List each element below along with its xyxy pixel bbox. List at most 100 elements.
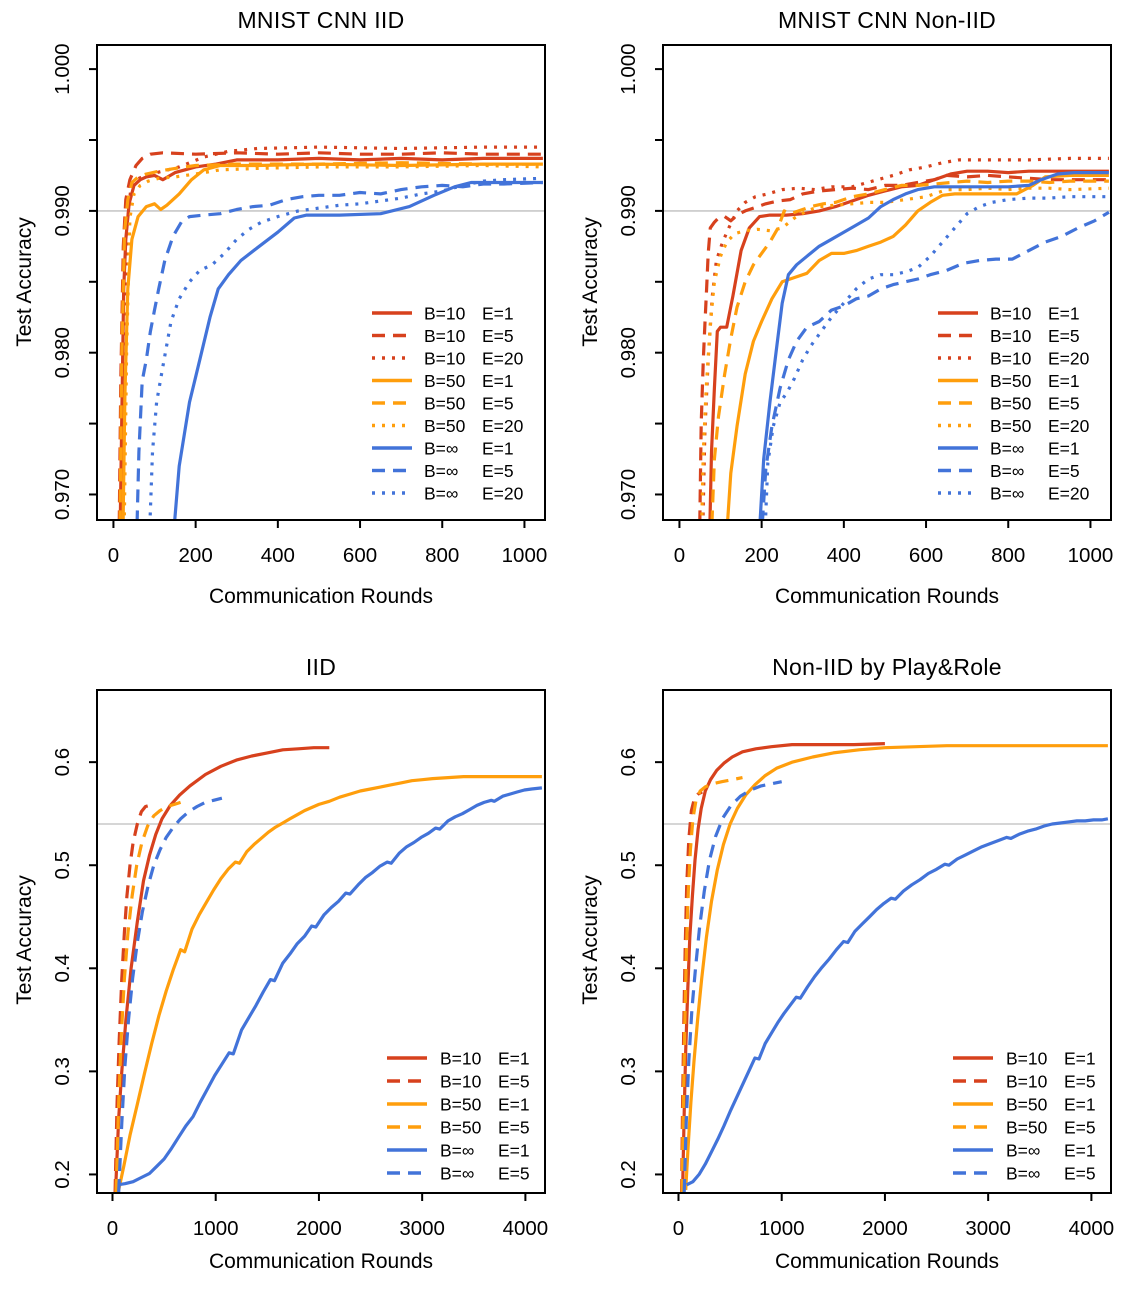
legend-label-epochs: E=20 bbox=[1048, 484, 1090, 504]
legend-label-batch: B=10 bbox=[1006, 1049, 1048, 1069]
legend-label-batch: B=∞ bbox=[990, 461, 1024, 481]
legend: B=10 E=1 B=10 E=5 B=50 E=1 B=50 E=5 B=∞ E=1 B=∞ E=5 bbox=[953, 1049, 1096, 1184]
legend-label-batch: B=∞ bbox=[440, 1141, 474, 1161]
series-line-b-inf-e-1 bbox=[685, 817, 1109, 1187]
x-tick-label: 600 bbox=[343, 544, 377, 567]
series-line-b-50-e-1 bbox=[121, 162, 543, 520]
legend-label-epochs: E=5 bbox=[498, 1118, 530, 1138]
legend-label-epochs: E=5 bbox=[482, 326, 514, 346]
x-tick-label: 0 bbox=[673, 1217, 684, 1240]
y-tick-label: 0.2 bbox=[617, 1160, 640, 1189]
legend-label-epochs: E=5 bbox=[1048, 326, 1080, 346]
legend-label-epochs: E=1 bbox=[498, 1141, 530, 1161]
legend-label-batch: B=∞ bbox=[990, 484, 1024, 504]
series-line-b-50-e-5 bbox=[710, 179, 1109, 520]
legend-label-epochs: E=1 bbox=[498, 1095, 530, 1115]
series-group bbox=[117, 145, 543, 520]
y-tick-label: 0.970 bbox=[51, 469, 74, 520]
series-line-b-10-e-5 bbox=[698, 173, 1109, 520]
x-tick-label: 4000 bbox=[1069, 1217, 1115, 1240]
legend: B=10 E=1 B=10 E=5 B=10 E=20 B=50 E=1 B=50 E=5 B=50… bbox=[372, 304, 524, 504]
x-tick-label: 0 bbox=[108, 544, 119, 567]
legend-label-batch: B=∞ bbox=[1006, 1141, 1040, 1161]
series-line-b-inf-e-1 bbox=[117, 786, 543, 1187]
legend-label-batch: B=10 bbox=[990, 349, 1032, 369]
series-line-b-inf-e-20 bbox=[148, 176, 543, 520]
y-axis-label: Test Accuracy bbox=[13, 217, 36, 347]
legend-label-epochs: E=20 bbox=[482, 349, 524, 369]
plot-frame bbox=[662, 689, 1112, 1194]
x-tick-label: 3000 bbox=[399, 1217, 445, 1240]
legend-label-epochs: E=1 bbox=[1064, 1141, 1096, 1161]
x-tick-label: 3000 bbox=[965, 1217, 1011, 1240]
x-tick-label: 4000 bbox=[503, 1217, 549, 1240]
legend-label-epochs: E=20 bbox=[482, 416, 524, 436]
legend-label-epochs: E=5 bbox=[482, 394, 514, 414]
y-tick-label: 0.5 bbox=[51, 851, 74, 880]
y-tick-label: 0.3 bbox=[617, 1057, 640, 1086]
legend-label-batch: B=50 bbox=[990, 394, 1032, 414]
x-axis-label: Communication Rounds bbox=[774, 1250, 1000, 1273]
x-tick-label: 800 bbox=[425, 544, 459, 567]
legend-label-epochs: E=5 bbox=[1048, 394, 1080, 414]
series-line-b-50-e-1 bbox=[684, 744, 1108, 1190]
series-line-b-10-e-1 bbox=[681, 742, 885, 1190]
x-tick-label: 600 bbox=[909, 544, 943, 567]
legend-label-batch: B=∞ bbox=[424, 461, 458, 481]
legend-label-batch: B=∞ bbox=[440, 1164, 474, 1184]
y-tick-label: 0.4 bbox=[51, 954, 74, 983]
legend-label-epochs: E=1 bbox=[1064, 1095, 1096, 1115]
legend-label-batch: B=50 bbox=[1006, 1118, 1048, 1138]
legend-label-batch: B=50 bbox=[990, 416, 1032, 436]
chart-title-mnist-cnn-non-iid: MNIST CNN Non-IID bbox=[777, 7, 997, 33]
series-line-b-inf-e-5 bbox=[135, 180, 543, 520]
legend: B=10 E=1 B=10 E=5 B=50 E=1 B=50 E=5 B=∞ E=1 B=∞ E=5 bbox=[387, 1049, 530, 1184]
y-tick-label: 0.980 bbox=[617, 327, 640, 378]
y-tick-label: 0.990 bbox=[51, 185, 74, 236]
x-tick-label: 2000 bbox=[296, 1217, 342, 1240]
chart-title-shakespeare-iid: IID bbox=[305, 654, 337, 680]
legend-label-batch: B=10 bbox=[990, 304, 1032, 324]
legend-label-epochs: E=5 bbox=[1048, 461, 1080, 481]
series-line-b-10-e-5 bbox=[113, 802, 155, 1193]
legend-label-epochs: E=5 bbox=[498, 1072, 530, 1092]
legend-label-epochs: E=1 bbox=[1048, 439, 1080, 459]
series-line-b-50-e-1 bbox=[726, 173, 1109, 520]
chart-title-mnist-cnn-iid: MNIST CNN IID bbox=[237, 7, 405, 33]
legend-label-batch: B=∞ bbox=[424, 439, 458, 459]
legend-label-epochs: E=1 bbox=[482, 371, 514, 391]
chart-mnist-cnn-iid: 0 200 400 600 800 1000 1.000 0.990 0.980 0.970 B=1… bbox=[51, 43, 547, 567]
series-line-b-inf-e-5 bbox=[117, 796, 223, 1193]
series-line-b-10-e-5 bbox=[117, 151, 543, 520]
y-tick-label: 0.980 bbox=[51, 327, 74, 378]
series-line-b-50-e-5 bbox=[114, 800, 182, 1193]
chart-title-shakespeare-non-iid: Non-IID by Play&Role bbox=[772, 654, 1002, 680]
legend-label-batch: B=50 bbox=[440, 1118, 482, 1138]
x-axis-label: Communication Rounds bbox=[774, 585, 1000, 608]
series-line-b-50-e-20 bbox=[122, 163, 543, 520]
y-tick-label: 0.5 bbox=[617, 851, 640, 880]
x-tick-label: 1000 bbox=[759, 1217, 805, 1240]
legend-label-epochs: E=1 bbox=[482, 304, 514, 324]
legend-label-batch: B=50 bbox=[990, 371, 1032, 391]
series-line-b-10-e-20 bbox=[120, 145, 543, 520]
legend-label-batch: B=10 bbox=[424, 349, 466, 369]
legend-label-epochs: E=1 bbox=[482, 439, 514, 459]
y-tick-label: 0.4 bbox=[617, 954, 640, 983]
legend-label-epochs: E=1 bbox=[1048, 304, 1080, 324]
y-tick-label: 0.970 bbox=[617, 469, 640, 520]
chart-mnist-cnn-non-iid: 0 200 400 600 800 1000 1.000 0.990 0.980 0.970 B=1… bbox=[617, 43, 1114, 567]
plot-frame bbox=[96, 44, 546, 521]
x-tick-label: 1000 bbox=[1068, 544, 1114, 567]
y-tick-label: 1.000 bbox=[617, 43, 640, 94]
y-tick-label: 0.6 bbox=[617, 748, 640, 777]
x-tick-label: 400 bbox=[827, 544, 861, 567]
legend-label-batch: B=10 bbox=[424, 304, 466, 324]
series-line-b-10-e-1 bbox=[118, 156, 543, 520]
plot-frame bbox=[96, 689, 546, 1194]
legend-label-batch: B=50 bbox=[1006, 1095, 1048, 1115]
legend-label-batch: B=10 bbox=[440, 1072, 482, 1092]
legend-label-batch: B=∞ bbox=[424, 484, 458, 504]
